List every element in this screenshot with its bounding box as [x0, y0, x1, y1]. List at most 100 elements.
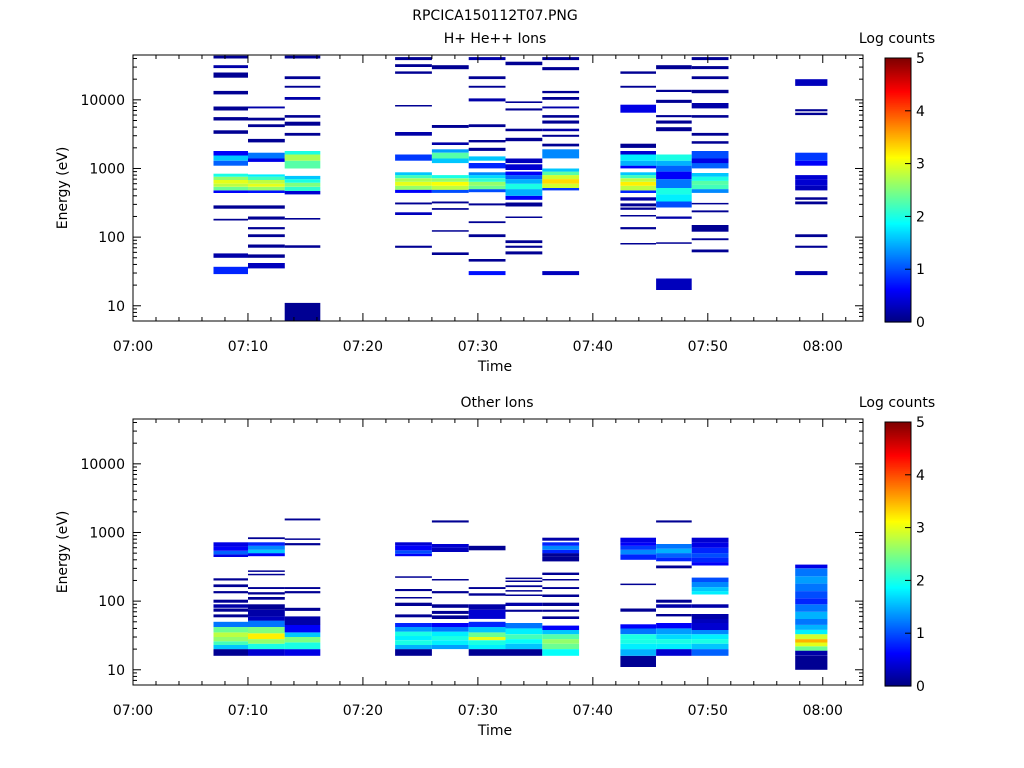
- spectrogram-cell: [542, 594, 580, 597]
- spectrogram-cell: [284, 85, 321, 88]
- colorbar-swatch: [885, 274, 911, 277]
- spectrogram-cell: [468, 172, 506, 176]
- spectrogram-cell: [542, 537, 580, 541]
- spectrogram-cell: [620, 545, 656, 550]
- colorbar-swatch: [885, 606, 911, 609]
- spectrogram-cell: [468, 587, 506, 589]
- spectrogram-cell: [213, 72, 248, 78]
- spectrogram-cell: [505, 183, 543, 190]
- spectrogram-cell: [395, 181, 432, 186]
- spectrogram-cell: [248, 633, 285, 640]
- colorbar-swatch: [885, 566, 911, 569]
- colorbar-swatch: [885, 604, 911, 607]
- colorbar-swatch: [885, 166, 911, 169]
- spectrogram-cell: [505, 585, 543, 588]
- spectrogram-cell: [248, 627, 285, 634]
- colorbar-swatch: [885, 454, 911, 457]
- x-tick-label: 07:30: [458, 703, 498, 719]
- spectrogram-cell: [213, 649, 248, 656]
- colorbar-swatch: [885, 422, 911, 425]
- spectrogram-cell: [620, 85, 656, 88]
- colorbar-swatch: [885, 184, 911, 187]
- colorbar-swatch: [885, 472, 911, 475]
- colorbar-swatch: [885, 508, 911, 511]
- colorbar-swatch: [885, 526, 911, 529]
- x-tick-label: 07:40: [573, 703, 613, 719]
- colorbar-swatch: [885, 138, 911, 141]
- spectrogram-cell: [395, 132, 432, 136]
- colorbar-swatch: [885, 106, 911, 109]
- spectrogram-cell: [795, 160, 828, 166]
- spectrogram-cell: [795, 604, 828, 612]
- colorbar-swatch: [885, 182, 911, 185]
- spectrogram-cell: [691, 89, 729, 94]
- colorbar-swatch: [885, 276, 911, 279]
- colorbar-swatch: [885, 102, 911, 105]
- colorbar-swatch: [885, 286, 911, 289]
- spectrogram-cell: [248, 597, 285, 600]
- y-axis: 10 100 1000 10000: [80, 58, 863, 322]
- spectrogram-cell: [395, 71, 432, 74]
- spectrogram-cell: [431, 175, 469, 179]
- colorbar-swatch: [885, 290, 911, 293]
- colorbar-swatch: [885, 504, 911, 507]
- spectrogram-cell: [691, 163, 729, 169]
- spectrogram-cell: [213, 160, 248, 166]
- colorbar-swatch: [885, 592, 911, 595]
- spectrogram-cell: [213, 578, 248, 581]
- spectrogram-cell: [213, 186, 248, 191]
- spectrogram-cell: [656, 179, 692, 188]
- spectrogram-cell: [620, 151, 656, 155]
- colorbar-swatch: [885, 98, 911, 101]
- spectrogram-cell: [431, 158, 469, 164]
- spectrogram-cell: [395, 545, 432, 551]
- spectrogram-cell: [691, 57, 729, 61]
- spectrogram-cell: [542, 120, 580, 124]
- spectrogram-cell: [691, 225, 729, 232]
- colorbar-swatch: [885, 180, 911, 183]
- spectrogram-cell: [431, 125, 469, 128]
- spectrogram-cell: [248, 587, 285, 589]
- colorbar-swatch: [885, 282, 911, 285]
- spectrogram-cell: [505, 628, 543, 635]
- colorbar-swatch: [885, 90, 911, 93]
- spectrogram-cell: [691, 189, 729, 193]
- colorbar-swatch: [885, 128, 911, 131]
- spectrogram-cell: [656, 548, 692, 554]
- colorbar-swatch: [885, 306, 911, 309]
- spectrogram-cell: [691, 158, 729, 164]
- spectrogram-cell: [468, 181, 506, 186]
- colorbar-swatch: [885, 214, 911, 217]
- spectrogram-cell: [542, 106, 580, 109]
- colorbar-swatch: [885, 626, 911, 629]
- colorbar-frame: [884, 421, 912, 687]
- spectrogram-cell: [656, 188, 692, 195]
- spectrogram-cell: [284, 649, 321, 656]
- colorbar-swatch: [885, 614, 911, 617]
- spectrogram-cell: [542, 649, 580, 656]
- colorbar-swatch: [885, 66, 911, 69]
- spectrogram-cell: [691, 176, 729, 181]
- spectrogram-cell: [431, 201, 469, 204]
- x-tick-label: 07:20: [343, 339, 383, 355]
- spectrogram-cell: [284, 637, 321, 643]
- colorbar-swatch: [885, 244, 911, 247]
- y-tick-label: 1000: [89, 525, 125, 541]
- spectrogram-cell: [795, 646, 828, 651]
- spectrogram-cell: [542, 616, 580, 619]
- spectrogram-cell: [795, 576, 828, 584]
- spectrogram-cell: [395, 576, 432, 578]
- colorbar-swatch: [885, 650, 911, 653]
- spectrogram-cell: [691, 115, 729, 118]
- colorbar-swatch: [885, 466, 911, 469]
- colorbar-tick-label: 3: [916, 521, 925, 537]
- y-axis-label: Energy (eV): [55, 147, 71, 230]
- spectrogram-cell: [468, 621, 506, 627]
- spectrogram-cell: [431, 604, 469, 608]
- spectrogram-cell: [248, 234, 285, 238]
- spectrogram-cell: [395, 64, 432, 67]
- spectrogram-cell: [795, 630, 828, 635]
- colorbar-swatch: [885, 672, 911, 675]
- colorbar-swatch: [885, 442, 911, 445]
- spectrogram-cell: [691, 66, 729, 70]
